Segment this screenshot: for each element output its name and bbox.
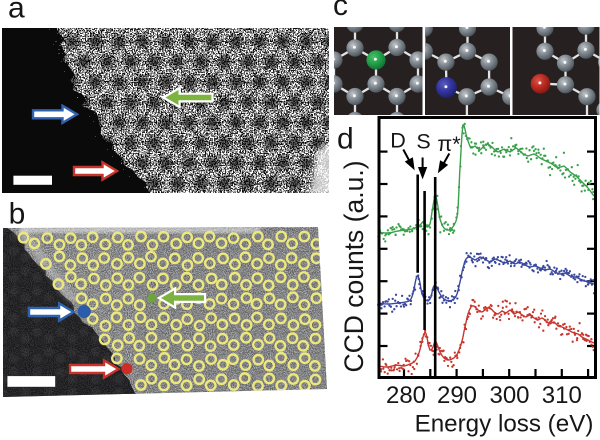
svg-text:S: S: [416, 130, 430, 154]
svg-text:290: 290: [437, 382, 477, 409]
svg-text:300: 300: [489, 382, 529, 409]
svg-text:CCD counts (a.u.): CCD counts (a.u.): [339, 160, 369, 372]
svg-text:c: c: [333, 0, 348, 22]
svg-text:a: a: [8, 0, 25, 25]
svg-text:d: d: [337, 123, 354, 156]
svg-text:b: b: [9, 198, 26, 231]
svg-text:Energy loss (eV): Energy loss (eV): [415, 411, 594, 438]
svg-text:D: D: [390, 129, 406, 153]
svg-text:π*: π*: [437, 132, 461, 156]
svg-text:310: 310: [542, 382, 582, 409]
svg-text:280: 280: [386, 382, 426, 409]
